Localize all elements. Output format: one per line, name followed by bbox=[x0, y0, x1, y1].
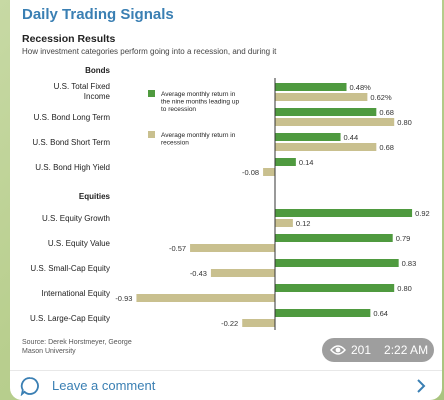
data-label: 0.14 bbox=[299, 158, 314, 167]
legend-swatch-pre bbox=[148, 90, 155, 97]
bar-during-recession bbox=[263, 168, 275, 176]
message-meta: 201 2:22 AM bbox=[322, 338, 434, 362]
legend-label-pre: the nine months leading up bbox=[161, 99, 239, 106]
channel-title[interactable]: Daily Trading Signals bbox=[22, 6, 174, 23]
data-label: -0.08 bbox=[242, 168, 259, 177]
data-label: 0.44 bbox=[344, 133, 359, 142]
data-label: 0.80 bbox=[397, 118, 412, 127]
bar-pre-recession bbox=[275, 83, 347, 91]
bar-pre-recession bbox=[275, 259, 399, 267]
chevron-right-icon[interactable] bbox=[416, 379, 426, 393]
category-label: Income bbox=[84, 92, 111, 101]
bar-during-recession bbox=[136, 294, 275, 302]
bar-pre-recession bbox=[275, 209, 413, 217]
data-label: 0.80 bbox=[397, 284, 412, 293]
data-label: 0.12 bbox=[296, 219, 311, 228]
category-label: U.S. Bond High Yield bbox=[35, 163, 110, 172]
leave-comment-link[interactable]: Leave a comment bbox=[52, 378, 156, 393]
data-label: -0.43 bbox=[190, 269, 207, 278]
data-label: 0.68 bbox=[379, 143, 394, 152]
comment-bubble-icon bbox=[20, 377, 39, 396]
data-label: 0.62% bbox=[370, 93, 392, 102]
legend-label-pre: to recession bbox=[161, 106, 196, 113]
chart-subtitle: How investment categories perform going … bbox=[22, 47, 277, 56]
message-time: 2:22 AM bbox=[384, 343, 429, 357]
category-label: U.S. Total Fixed bbox=[54, 82, 110, 91]
bar-pre-recession bbox=[275, 158, 296, 166]
view-count: 201 bbox=[351, 343, 372, 357]
bar-during-recession bbox=[210, 269, 275, 277]
bar-during-recession bbox=[275, 118, 395, 126]
group-header: Bonds bbox=[85, 66, 110, 75]
category-label: U.S. Bond Long Term bbox=[34, 113, 111, 122]
bar-during-recession bbox=[190, 244, 275, 252]
bar-pre-recession bbox=[275, 108, 377, 116]
group-header: Equities bbox=[79, 192, 111, 201]
bar-pre-recession bbox=[275, 309, 371, 317]
data-label: -0.57 bbox=[169, 244, 186, 253]
legend-label-during: recession bbox=[161, 140, 189, 147]
category-label: U.S. Equity Growth bbox=[42, 214, 110, 223]
category-label: U.S. Equity Value bbox=[48, 239, 111, 248]
data-label: 0.64 bbox=[373, 309, 388, 318]
data-label: 0.68 bbox=[379, 108, 394, 117]
bar-during-recession bbox=[275, 219, 293, 227]
legend-swatch-during bbox=[148, 131, 155, 138]
legend-label-during: Average monthly return in bbox=[161, 132, 236, 139]
bar-pre-recession bbox=[275, 234, 393, 242]
bar-during-recession bbox=[275, 143, 377, 151]
data-label: 0.83 bbox=[402, 259, 417, 268]
category-label: U.S. Large-Cap Equity bbox=[30, 314, 110, 323]
chart-title: Recession Results bbox=[22, 33, 116, 45]
bar-during-recession bbox=[242, 319, 275, 327]
data-label: 0.92 bbox=[415, 209, 430, 218]
data-label: -0.22 bbox=[221, 319, 238, 328]
eye-icon bbox=[330, 345, 346, 355]
category-label: U.S. Small-Cap Equity bbox=[30, 264, 110, 273]
category-label: U.S. Bond Short Term bbox=[32, 138, 110, 147]
bar-during-recession bbox=[275, 93, 368, 101]
chart-source: Source: Derek Horstmeyer, George Mason U… bbox=[22, 339, 132, 355]
legend-label-pre: Average monthly return in bbox=[161, 91, 236, 98]
bar-pre-recession bbox=[275, 133, 341, 141]
chart-image[interactable]: Recession Results How investment categor… bbox=[20, 30, 432, 360]
comment-bar[interactable]: Leave a comment bbox=[10, 370, 442, 400]
data-label: -0.93 bbox=[115, 294, 132, 303]
category-label: International Equity bbox=[42, 289, 111, 298]
data-label: 0.48% bbox=[350, 83, 372, 92]
data-label: 0.79 bbox=[396, 234, 411, 243]
bar-pre-recession bbox=[275, 284, 395, 292]
